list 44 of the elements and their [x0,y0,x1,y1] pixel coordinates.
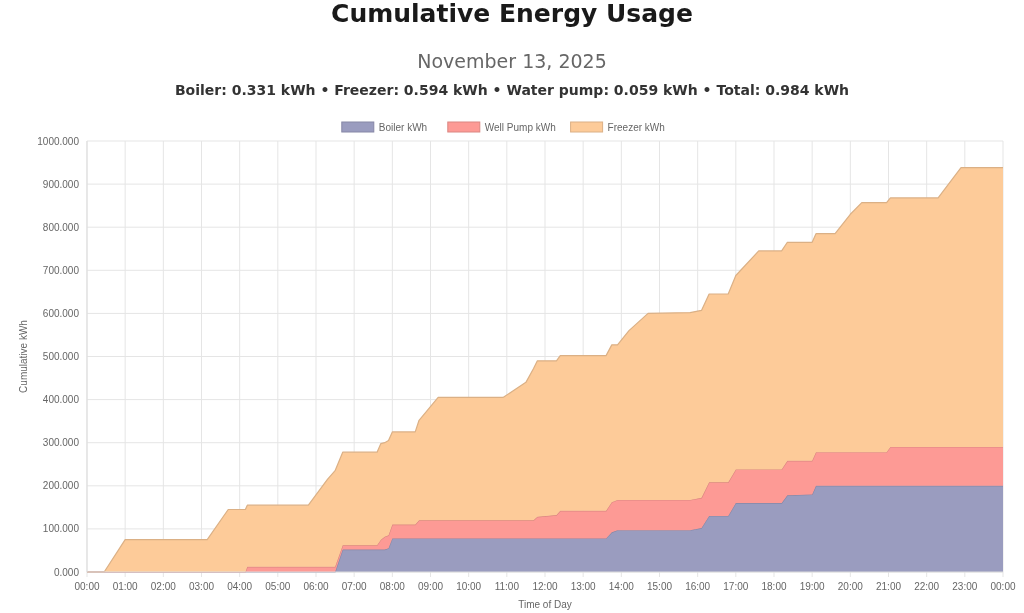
legend-label: Well Pump kWh [484,121,556,133]
y-axis-title: Cumulative kWh [18,320,29,393]
x-tick-label: 08:00 [379,581,406,592]
legend-label: Boiler kWh [378,121,428,133]
x-tick-label: 09:00 [417,581,444,592]
x-tick-label: 13:00 [570,581,597,592]
x-tick-label: 20:00 [837,581,864,592]
x-tick-label: 22:00 [914,581,940,592]
y-tick-label: 500.000 [42,351,80,362]
y-tick-label: 200.000 [42,480,80,492]
chart-title: Cumulative Energy Usage [331,0,693,28]
text: Boiler: 0.331 kWh • Freezer: 0.594 kWh • Water pump: 0.059 kWh • Total: 0.984 kWh [174,82,850,98]
x-tick-label: 04:00 [227,581,253,592]
x-axis-title: Time of Day [518,599,572,610]
x-tick-label: 02:00 [150,581,177,592]
x-tick-label: 18:00 [761,581,787,592]
x-tick-label: 05:00 [265,581,291,592]
y-tick-label: 600.000 [42,307,80,319]
y-tick-label: 900.000 [42,178,80,190]
y-tick-label: 700.000 [42,264,80,276]
x-tick-label: 10:00 [456,581,482,592]
legend-label: Freezer kWh [607,121,665,133]
x-tick-label: 23:00 [952,581,978,592]
x-tick-label: 16:00 [685,581,711,592]
x-tick-label: 17:00 [723,581,749,592]
y-tick-label: 1000.000 [37,135,80,147]
y-tick-label: 400.000 [42,394,80,406]
x-tick-label: 14:00 [608,581,635,592]
x-tick-label: 03:00 [188,581,215,592]
x-tick-label: 01:00 [112,581,139,592]
y-tick-label: 100.000 [42,523,80,535]
x-tick-label: 15:00 [646,581,673,592]
x-tick-label: 00:00 [990,581,1016,592]
y-tick-label: 0.000 [53,566,80,578]
y-tick-label: 800.000 [42,221,80,233]
x-tick-label: 00:00 [74,581,100,592]
x-tick-label: 12:00 [532,581,558,592]
x-tick-label: 07:00 [341,581,368,592]
x-tick-label: 11:00 [494,581,520,592]
x-tick-label: 06:00 [303,581,329,592]
y-tick-label: 300.000 [42,437,80,449]
x-tick-label: 21:00 [875,581,902,592]
x-tick-label: 19:00 [799,581,826,592]
chart-subtitle: November 13, 2025 [417,50,607,72]
